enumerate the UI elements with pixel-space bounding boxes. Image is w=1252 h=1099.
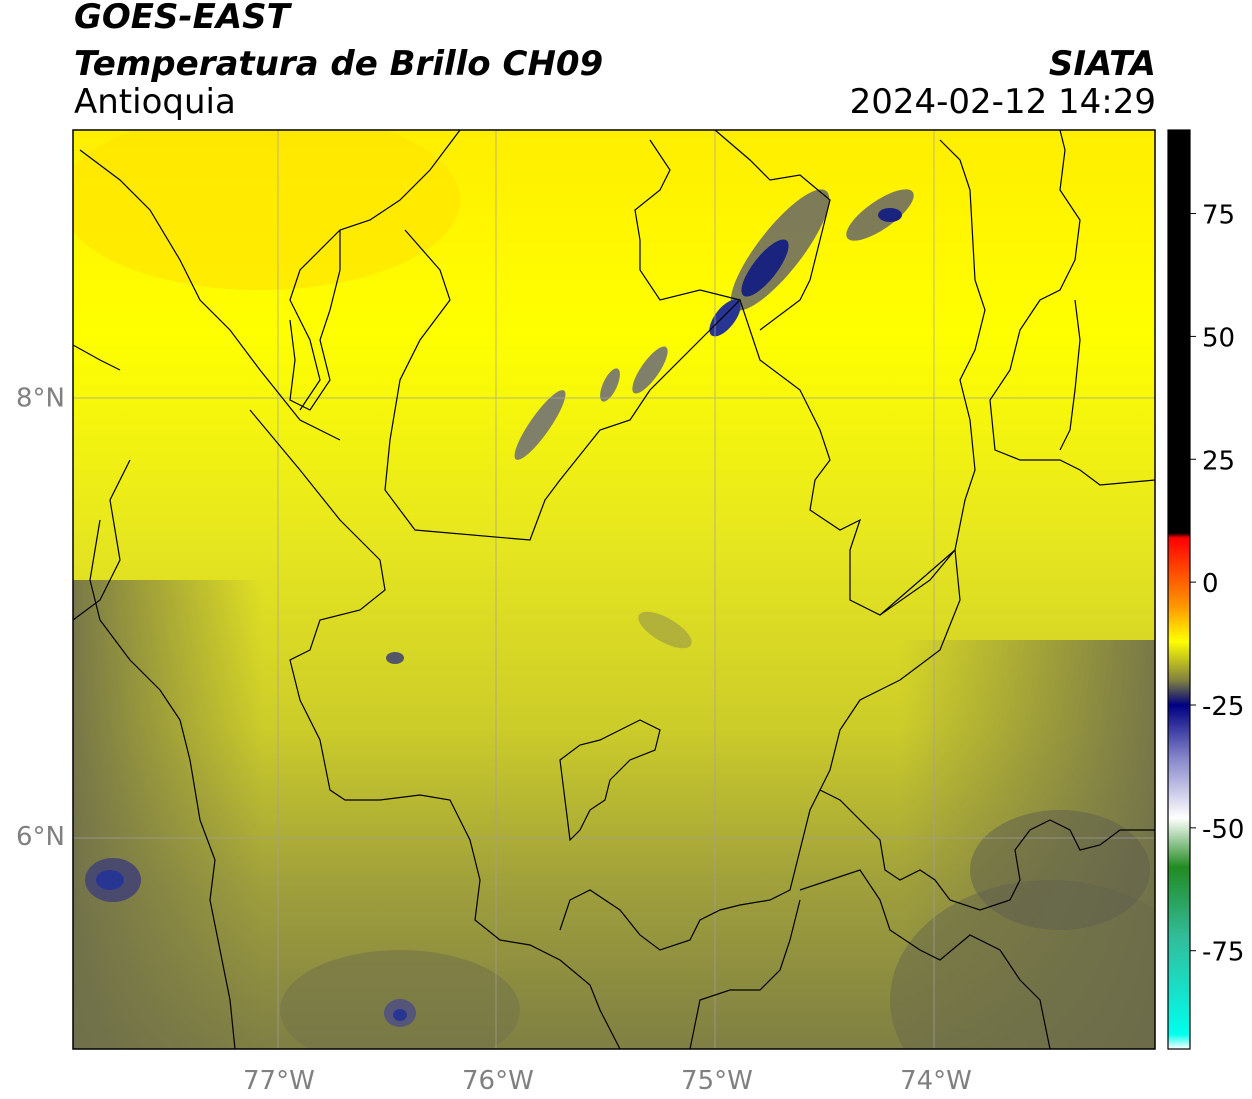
colorbar-tick-label: 75	[1202, 201, 1235, 231]
colorbar-tick-label: -50	[1202, 815, 1244, 845]
product-subtitle: Temperatura de Brillo CH09	[74, 44, 604, 84]
lat-tick-label: 6°N	[16, 822, 65, 852]
lon-tick-label: 74°W	[900, 1066, 972, 1096]
colorbar-tick-label: 0	[1202, 569, 1219, 599]
organization-label: SIATA	[1048, 44, 1156, 84]
colorbar	[1167, 129, 1191, 1050]
gridlines	[73, 130, 1155, 1049]
map-frame	[72, 129, 1156, 1050]
datetime-label: 2024-02-12 14:29	[849, 82, 1156, 122]
region-label: Antioquia	[74, 82, 236, 122]
temperature-field	[73, 130, 1155, 1049]
product-title: GOES-EAST	[74, 0, 290, 37]
lat-tick-label: 8°N	[16, 384, 65, 414]
latitude-ticks: 8°N 6°N	[16, 384, 65, 853]
colorbar-tick-label: -75	[1202, 938, 1244, 968]
longitude-ticks: 77°W 76°W 75°W 74°W	[243, 1066, 972, 1096]
boundary-lines	[73, 130, 1155, 1049]
colorbar-tick-label: 50	[1202, 323, 1235, 353]
lon-tick-label: 75°W	[681, 1066, 753, 1096]
colorbar-ticks: 75 50 25 0 -25 -50 -75	[1190, 201, 1244, 968]
colorbar-tick-label: 25	[1202, 446, 1235, 476]
cloud-band	[85, 189, 914, 1027]
colorbar-tick-label: -25	[1202, 692, 1244, 722]
lon-tick-label: 77°W	[243, 1066, 315, 1096]
lon-tick-label: 76°W	[462, 1066, 534, 1096]
